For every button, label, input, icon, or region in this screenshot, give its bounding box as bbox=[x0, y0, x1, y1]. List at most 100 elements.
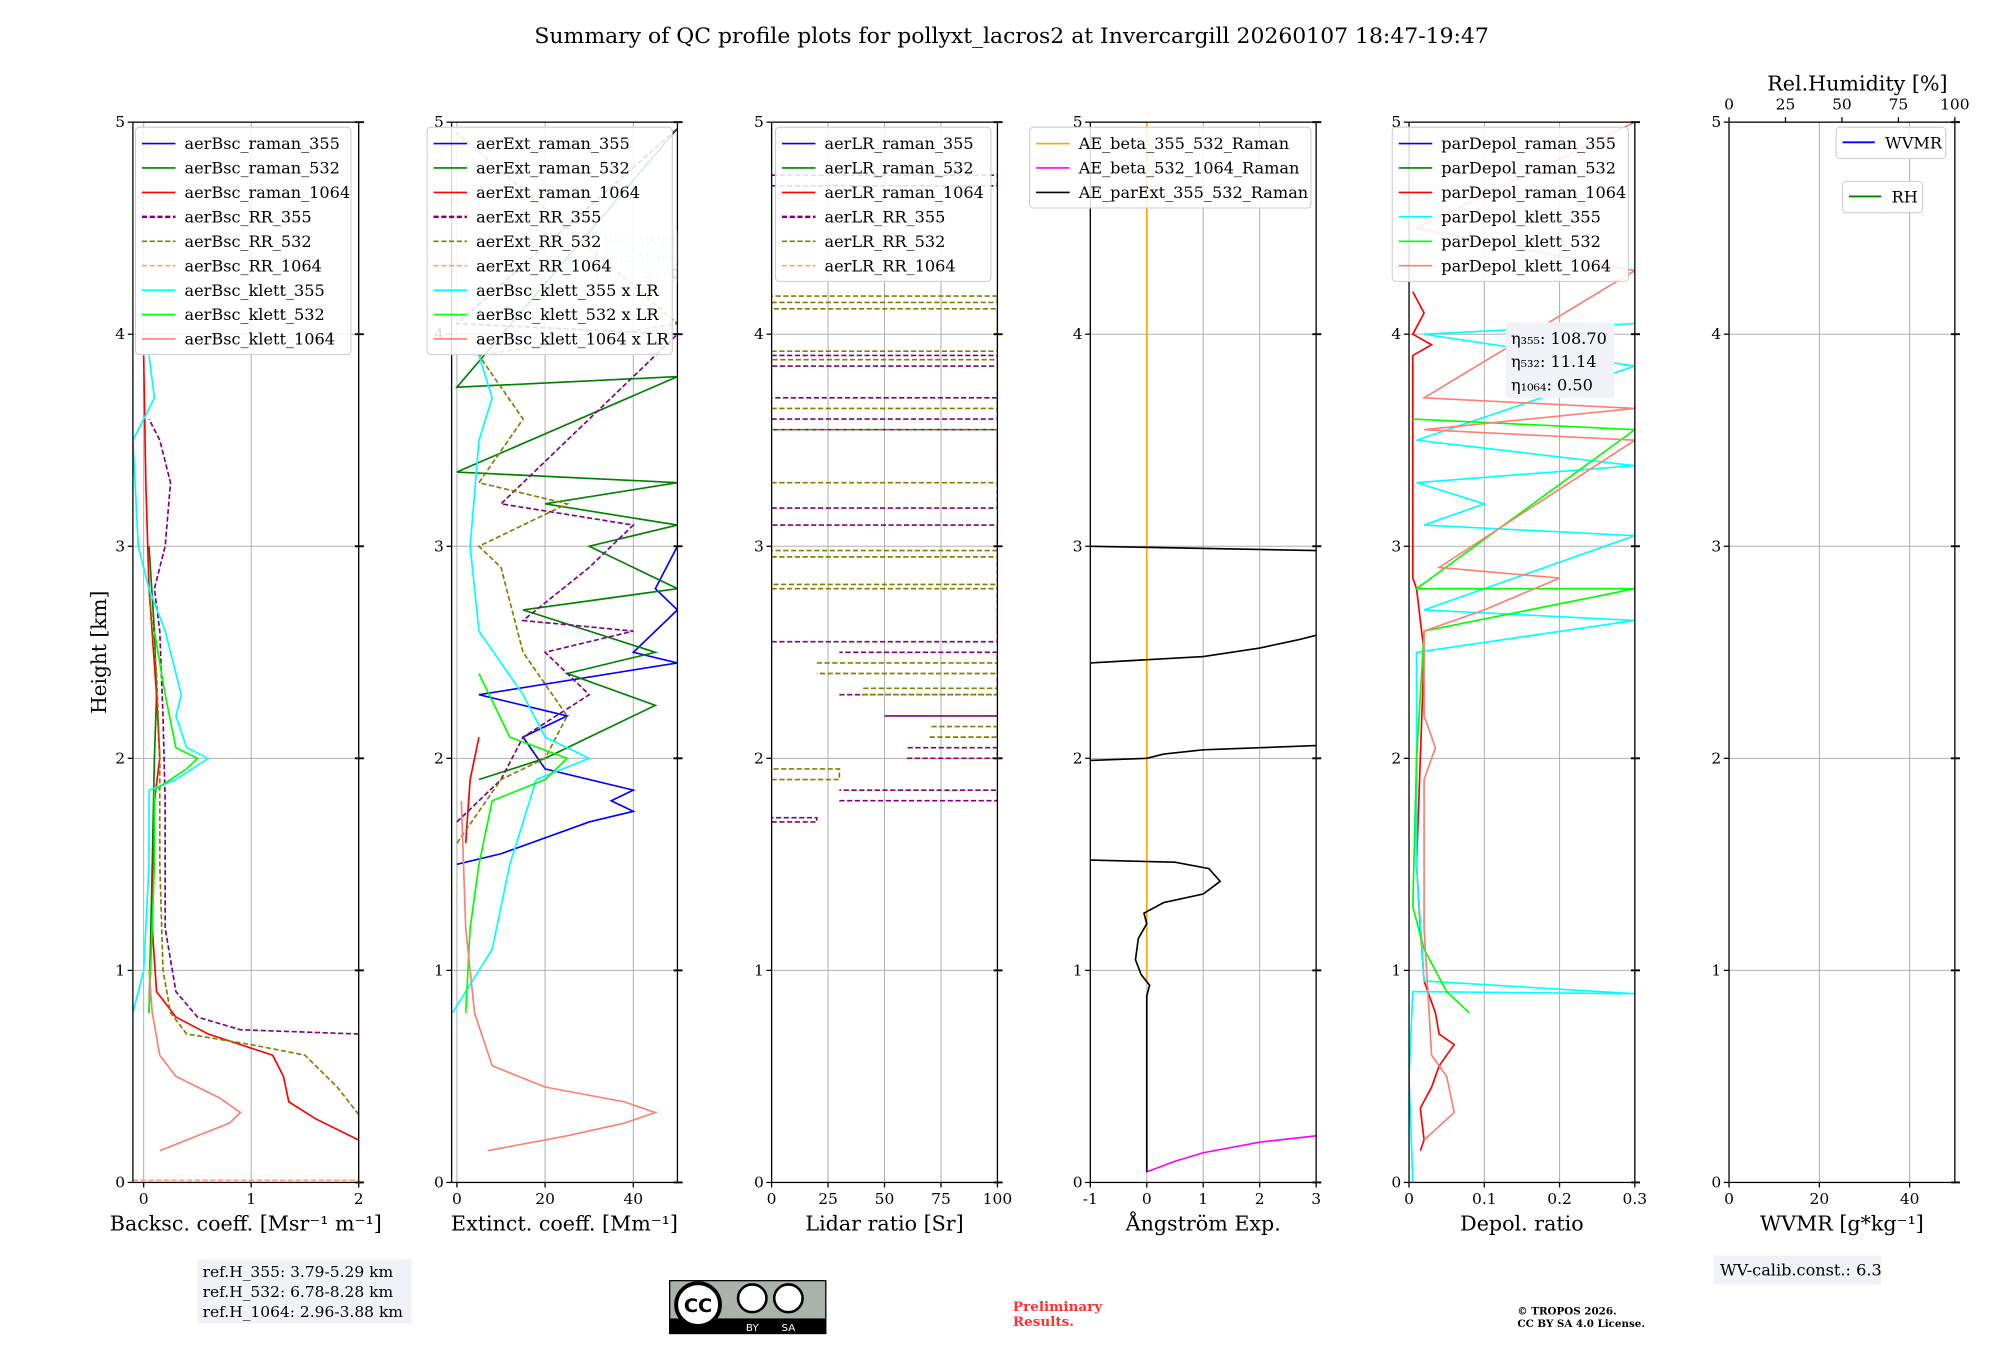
preliminary-note-line1: Preliminary bbox=[1013, 1299, 1104, 1315]
y-tick-label: 1 bbox=[115, 962, 125, 980]
legend: parDepol_raman_355 parDepol_raman_532 parD… bbox=[1391, 126, 1629, 282]
legend-box bbox=[134, 126, 352, 356]
y-tick-label: 0 bbox=[1073, 1174, 1083, 1192]
series-line-aerBsc-klett-532-x-LR bbox=[464, 673, 569, 1013]
x-tick-label: 0 bbox=[452, 1190, 462, 1208]
y-tick-label: 3 bbox=[1391, 537, 1401, 555]
series-line-AE-parExt-355-532-Raman bbox=[1090, 545, 1317, 552]
copyright-line2: CC BY SA 4.0 License. bbox=[1517, 1318, 1645, 1330]
x-tick-label: 0 bbox=[1142, 1190, 1152, 1208]
legend-entry: aerLR_RR_532 bbox=[825, 232, 946, 251]
copyright-line1: © TROPOS 2026. bbox=[1517, 1306, 1616, 1318]
y-tick-label: 1 bbox=[1391, 962, 1401, 980]
y-tick-label: 0 bbox=[1711, 1174, 1721, 1192]
y-tick-label: 0 bbox=[434, 1174, 444, 1192]
legend-entry: aerExt_RR_532 bbox=[476, 232, 601, 251]
legend-entry: parDepol_klett_532 bbox=[1441, 232, 1601, 251]
legend: aerExt_raman_355 aerExt_raman_532 aerExt_r… bbox=[426, 126, 673, 356]
y-tick-label: 5 bbox=[1073, 113, 1083, 131]
x-tick-label: 0.1 bbox=[1472, 1190, 1497, 1208]
series-line-aerBsc-klett-1064-x-LR bbox=[460, 800, 658, 1152]
legend-entry: aerExt_RR_355 bbox=[476, 208, 601, 227]
legend-entry: parDepol_raman_532 bbox=[1441, 159, 1616, 178]
y-tick-label: 4 bbox=[754, 325, 764, 343]
x-tick-label: 20 bbox=[535, 1190, 555, 1208]
x-tick-label: 75 bbox=[931, 1190, 951, 1208]
ref-height-355: ref.H_355: 3.79-5.29 km bbox=[203, 1263, 394, 1281]
profile-panel-3: 0 25 50 75 100 0 1 2 3 4 5 Lidar ratio [Sr] aerLR_ra… bbox=[754, 113, 1012, 1235]
series-line-aerLR-RR-355 bbox=[771, 174, 998, 823]
legend-entry: aerBsc_RR_1064 bbox=[185, 257, 322, 276]
legend-entry: aerExt_raman_355 bbox=[476, 134, 630, 153]
y-tick-label: 5 bbox=[115, 113, 125, 131]
y-tick-label: 3 bbox=[754, 537, 764, 555]
series-line-aerExt-RR-532 bbox=[456, 132, 678, 844]
x-tick-label: 0 bbox=[139, 1190, 149, 1208]
legend-entry: WVMR bbox=[1885, 134, 1943, 153]
x-tick-label: -1 bbox=[1083, 1190, 1098, 1208]
legend-entry: aerBsc_klett_532 bbox=[185, 305, 325, 324]
legend-entry: AE_beta_532_1064_Raman bbox=[1078, 159, 1300, 178]
legend-box bbox=[1391, 126, 1629, 282]
top-x-tick-label: 100 bbox=[1940, 96, 1970, 114]
legend-box bbox=[774, 126, 992, 282]
legend-entry: aerBsc_klett_1064 bbox=[185, 330, 336, 349]
x-tick-label: 2 bbox=[354, 1190, 364, 1208]
legend-entry: aerBsc_raman_355 bbox=[185, 134, 340, 153]
ref-height-1064: ref.H_1064: 2.96-3.88 km bbox=[203, 1303, 404, 1321]
series-line-aerExt-RR-355 bbox=[454, 127, 678, 823]
legend-entry: aerExt_RR_1064 bbox=[476, 257, 612, 276]
series-line-AE-beta-532-1064-Raman bbox=[1146, 1134, 1317, 1173]
legend-entry: aerLR_raman_1064 bbox=[825, 183, 984, 202]
y-tick-label: 1 bbox=[1711, 962, 1721, 980]
series-line-AE-parExt-355-532-Raman bbox=[1090, 744, 1317, 762]
legend-entry: aerBsc_klett_1064 x LR bbox=[476, 330, 670, 349]
legend: aerBsc_raman_355 aerBsc_raman_532 aerBsc_r… bbox=[134, 126, 352, 356]
y-tick-label: 1 bbox=[754, 962, 764, 980]
ref-heights-box: ref.H_355: 3.79-5.29 km ref.H_532: 6.78-… bbox=[197, 1259, 412, 1324]
y-tick-label: 2 bbox=[1073, 750, 1083, 768]
x-tick-label: 2 bbox=[1255, 1190, 1265, 1208]
profile-panel-6: 0 20 40 0 1 2 3 4 5 WVMR [g*kg⁻¹] 0 25 50 75 100Rel.Hu… bbox=[1711, 72, 1969, 1235]
y-tick-label: 2 bbox=[1391, 750, 1401, 768]
x-tick-label: 0 bbox=[1404, 1190, 1414, 1208]
y-tick-label: 3 bbox=[434, 537, 444, 555]
series-group bbox=[771, 174, 998, 823]
x-tick-label: 0.3 bbox=[1623, 1190, 1648, 1208]
y-tick-label: 5 bbox=[754, 113, 764, 131]
x-tick-label: 50 bbox=[875, 1190, 895, 1208]
series-group bbox=[132, 355, 359, 1182]
annotation-line: η₁₀₆₄: 0.50 bbox=[1511, 376, 1593, 395]
x-tick-label: 0 bbox=[1724, 1190, 1734, 1208]
y-tick-label: 5 bbox=[434, 113, 444, 131]
x-tick-label: 100 bbox=[983, 1190, 1013, 1208]
series-line-aerLR-RR-532 bbox=[771, 295, 998, 781]
legend-entry: aerLR_RR_1064 bbox=[825, 257, 956, 276]
series-line-AE-parExt-355-532-Raman bbox=[1090, 859, 1222, 1172]
legend: WVMR RH bbox=[1835, 126, 1947, 214]
legend-box bbox=[1842, 180, 1924, 214]
x-tick-label: 0 bbox=[767, 1190, 777, 1208]
series-line-aerExt-raman-1064 bbox=[464, 736, 480, 844]
cc-license-logo: CC BY SA bbox=[669, 1280, 827, 1335]
y-tick-label: 2 bbox=[1711, 750, 1721, 768]
legend: aerLR_raman_355 aerLR_raman_532 aerLR_rama… bbox=[774, 126, 992, 282]
y-tick-label: 4 bbox=[1391, 325, 1401, 343]
y-tick-label: 3 bbox=[115, 537, 125, 555]
x-tick-label: 20 bbox=[1810, 1190, 1830, 1208]
legend-entry: aerLR_raman_532 bbox=[825, 159, 974, 178]
legend-box bbox=[1835, 126, 1947, 160]
x-tick-label: 1 bbox=[246, 1190, 256, 1208]
legend-entry: aerBsc_klett_355 x LR bbox=[476, 281, 659, 300]
top-x-axis-label: Rel.Humidity [%] bbox=[1767, 72, 1947, 96]
x-tick-label: 40 bbox=[1900, 1190, 1920, 1208]
y-tick-label: 4 bbox=[1711, 325, 1721, 343]
x-axis-label: Extinct. coeff. [Mm⁻¹] bbox=[451, 1212, 678, 1236]
y-tick-label: 0 bbox=[754, 1174, 764, 1192]
series-line-parDepol-klett-1064 bbox=[1413, 122, 1635, 1141]
plot-frame bbox=[1408, 121, 1636, 1184]
svg-text:CC: CC bbox=[684, 1294, 712, 1317]
annotation-box bbox=[1505, 322, 1615, 398]
wv-calib-box: WV-calib.const.: 6.3 bbox=[1713, 1255, 1882, 1285]
